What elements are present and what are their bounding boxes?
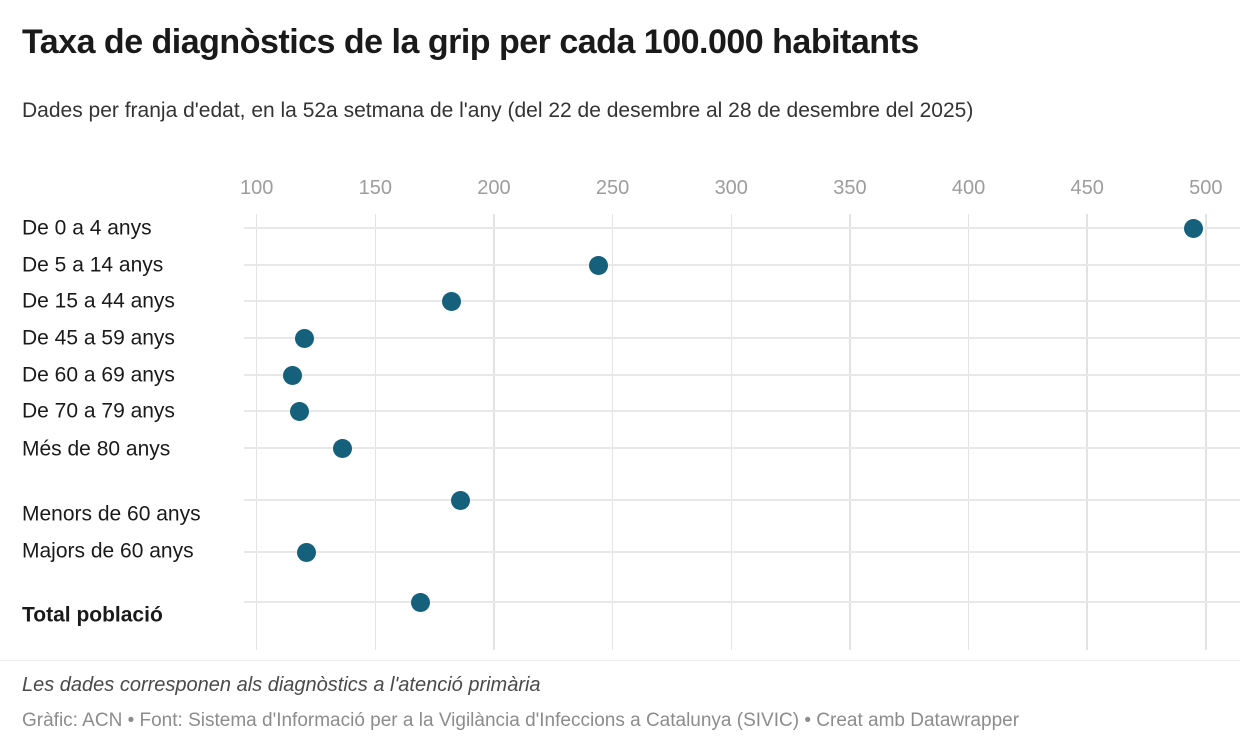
x-tick-label: 300 xyxy=(714,177,748,199)
byline: Gràfic: ACN • Font: Sistema d'Informació… xyxy=(22,710,1020,731)
x-tick-label: 200 xyxy=(477,177,511,199)
data-dot[interactable] xyxy=(1184,218,1204,238)
category-label: Majors de 60 anys xyxy=(22,539,194,563)
x-tick-label: 350 xyxy=(833,177,867,199)
data-dot[interactable] xyxy=(410,592,430,612)
data-dot[interactable] xyxy=(332,438,352,458)
row-line xyxy=(244,374,1240,376)
category-label: Total població xyxy=(22,603,163,627)
x-tick-label: 400 xyxy=(951,177,986,199)
chart-title: Taxa de diagnòstics de la grip per cada … xyxy=(22,23,919,61)
category-label: De 0 a 4 anys xyxy=(22,216,152,240)
category-label: De 5 a 14 anys xyxy=(22,253,164,277)
x-tick-label: 150 xyxy=(358,177,393,199)
data-dot[interactable] xyxy=(282,365,302,385)
x-gridline xyxy=(1086,214,1088,650)
row-line xyxy=(244,264,1240,266)
row-line xyxy=(244,410,1240,412)
x-gridline xyxy=(730,214,732,650)
x-gridline xyxy=(611,214,614,650)
category-label: De 45 a 59 anys xyxy=(22,326,175,350)
x-gridline xyxy=(849,214,851,650)
data-dot[interactable] xyxy=(294,328,314,348)
category-label: De 15 a 44 anys xyxy=(22,289,175,313)
footer-divider xyxy=(0,660,1240,661)
x-tick-label: 450 xyxy=(1070,177,1104,199)
row-line xyxy=(244,601,1240,603)
row-line xyxy=(244,300,1240,302)
row-line xyxy=(244,447,1240,449)
data-dot[interactable] xyxy=(588,255,608,275)
row-line xyxy=(244,337,1240,339)
x-gridline xyxy=(374,214,377,650)
data-dot[interactable] xyxy=(451,490,471,510)
row-line xyxy=(244,499,1240,501)
data-dot[interactable] xyxy=(289,401,309,421)
x-gridline xyxy=(1205,214,1207,650)
category-label: Menors de 60 anys xyxy=(22,502,201,526)
data-dot[interactable] xyxy=(297,542,317,562)
x-tick-label: 100 xyxy=(240,177,274,199)
x-tick-label: 500 xyxy=(1189,177,1223,199)
x-gridline xyxy=(493,214,495,650)
data-dot[interactable] xyxy=(441,291,461,311)
x-gridline xyxy=(967,214,970,650)
row-line xyxy=(244,551,1240,553)
category-label: De 60 a 69 anys xyxy=(22,363,175,387)
category-label: De 70 a 79 anys xyxy=(22,399,175,423)
category-label: Més de 80 anys xyxy=(22,437,171,461)
row-line xyxy=(244,227,1240,229)
dot-plot: 100 150 200 250 300 350 400 450 500 De 0 a 4 anys… xyxy=(22,177,1240,650)
x-gridline xyxy=(255,214,258,650)
chart-subtitle: Dades per franja d'edat, en la 52a setma… xyxy=(22,99,974,122)
x-tick-label: 250 xyxy=(595,177,630,199)
footnote: Les dades corresponen als diagnòstics a … xyxy=(22,674,541,696)
